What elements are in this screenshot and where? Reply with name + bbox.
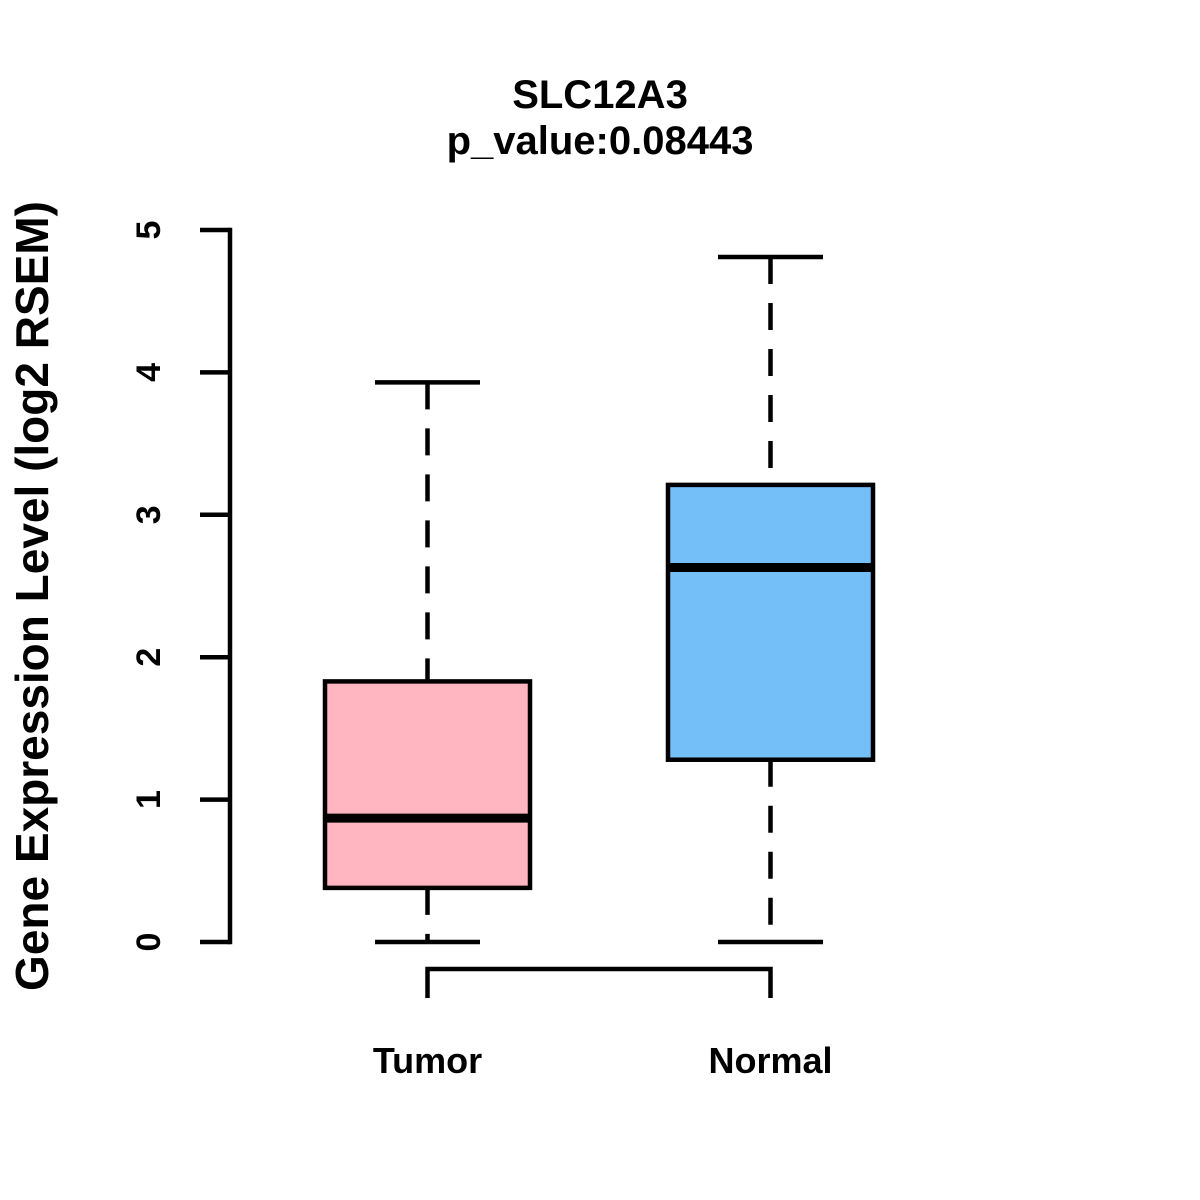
x-axis-label-tumor: Tumor bbox=[373, 1040, 482, 1081]
y-axis-title: Gene Expression Level (log2 RSEM) bbox=[6, 201, 58, 991]
box-normal bbox=[665, 482, 876, 762]
box-tumor bbox=[322, 679, 533, 891]
y-axis-tick-label: 1 bbox=[130, 790, 168, 809]
y-axis-tick-label: 5 bbox=[130, 221, 168, 240]
y-axis-tick-label: 3 bbox=[130, 505, 168, 524]
y-axis-tick-label: 4 bbox=[130, 363, 168, 382]
y-axis-tick-label: 2 bbox=[130, 648, 168, 667]
x-axis-label-normal: Normal bbox=[708, 1040, 832, 1081]
chart-subtitle-pvalue: p_value:0.08443 bbox=[447, 119, 754, 163]
chart-title: SLC12A3 bbox=[512, 73, 688, 117]
y-axis-tick-label: 0 bbox=[130, 933, 168, 952]
x-axis-bracket bbox=[425, 966, 773, 998]
